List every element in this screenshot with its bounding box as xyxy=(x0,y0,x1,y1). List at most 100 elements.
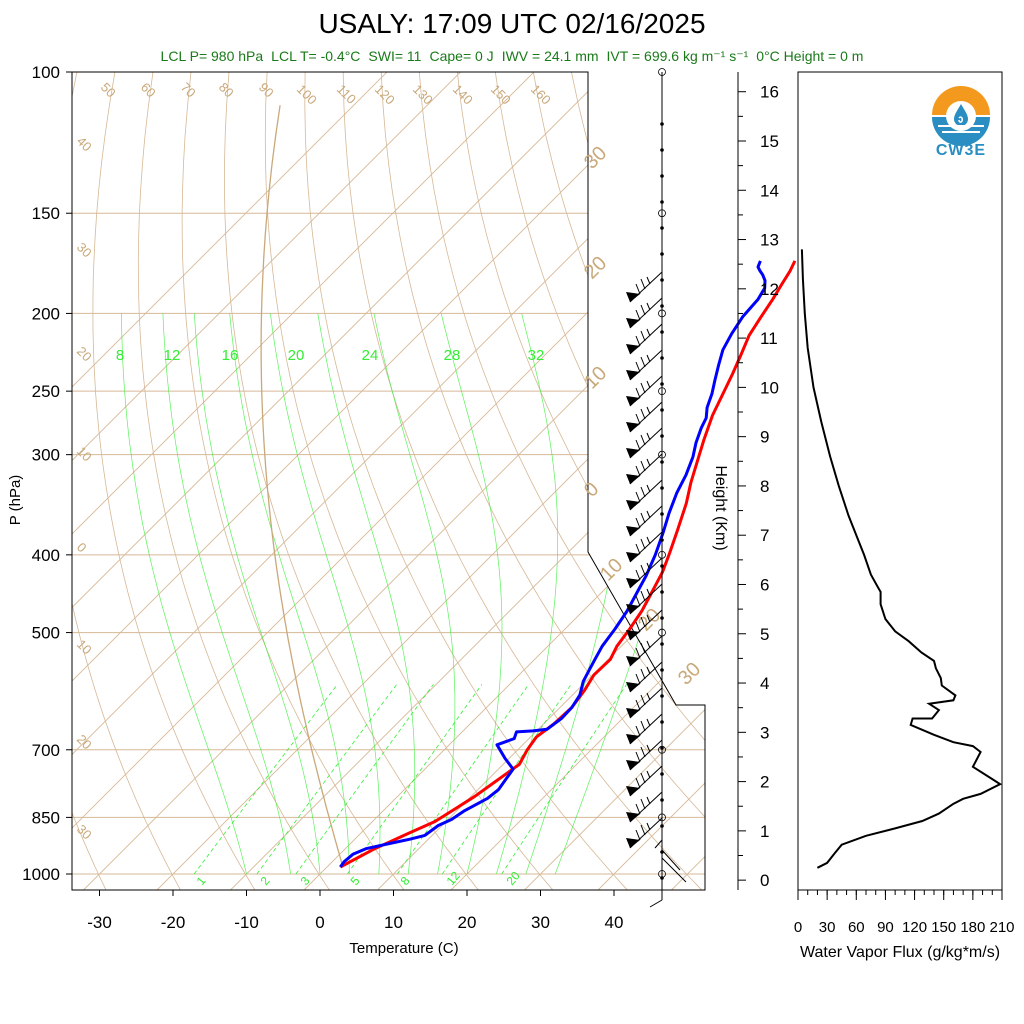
skew-label: 10 xyxy=(596,554,627,585)
x-tick-label: 0 xyxy=(315,913,324,932)
height-tick-label: 5 xyxy=(760,625,769,644)
isotherm-line xyxy=(72,72,498,890)
isotherm-line xyxy=(72,72,705,890)
wind-level-dot xyxy=(660,616,664,620)
wind-barb xyxy=(626,713,663,745)
isotherm-label: 40 xyxy=(74,134,95,155)
x-tick-label: 30 xyxy=(531,913,550,932)
isotherm-label: 60 xyxy=(138,80,159,101)
wind-barb xyxy=(626,297,663,329)
dry-adiabat xyxy=(418,72,705,890)
y-tick-label: 500 xyxy=(32,624,60,643)
moist-adiabat xyxy=(440,313,503,875)
stat-item: IVT = 699.6 kg m⁻¹ s⁻¹ xyxy=(606,48,749,64)
wind-barb xyxy=(626,635,663,667)
wind-level-dot xyxy=(660,330,664,334)
mixing-ratio-label: 24 xyxy=(362,347,379,364)
moist-adiabat xyxy=(373,313,456,875)
mixing-ratio-label: 12 xyxy=(164,347,181,364)
isotherm-line xyxy=(72,72,572,890)
x-tick-label: -10 xyxy=(234,913,259,932)
mixing-ratio-label: 20 xyxy=(288,347,305,364)
isotherm-label: 140 xyxy=(450,82,476,108)
mixing-ratio-label: 16 xyxy=(222,347,239,364)
isotherm-label: 110 xyxy=(334,82,359,107)
wind-barb xyxy=(626,609,663,641)
wind-barb xyxy=(626,531,663,563)
wind-level-dot xyxy=(660,252,664,256)
moist-adiabat xyxy=(525,313,625,875)
y-tick-label: 850 xyxy=(32,808,60,827)
y-tick-label: 100 xyxy=(32,63,60,82)
x-tick-label: 10 xyxy=(384,913,403,932)
wind-level-dot xyxy=(660,486,664,490)
height-tick-label: 12 xyxy=(760,280,779,299)
wind-level-dot xyxy=(660,174,664,178)
isotherm-label: 80 xyxy=(216,80,237,101)
wind-level-dot xyxy=(660,564,664,568)
y-tick-label: 150 xyxy=(32,204,60,223)
dry-adiabat xyxy=(914,72,1024,891)
sounding-stats: LCL P= 980 hPa LCL T= -0.4°C SWI= 11 Cape= … xyxy=(0,48,1024,65)
wind-level-dot xyxy=(660,642,664,646)
wind-barb xyxy=(626,271,663,303)
wind-barb xyxy=(626,323,663,355)
isotherm-label: 10 xyxy=(74,444,95,465)
height-tick-label: 3 xyxy=(760,723,769,742)
skew-label: 20 xyxy=(580,252,611,283)
wind-level-dot xyxy=(660,876,664,880)
wind-level-dot xyxy=(660,824,664,828)
wind-barb xyxy=(626,505,663,537)
isotherm-label: 150 xyxy=(488,82,514,108)
moist-adiabat xyxy=(317,313,416,875)
height-tick-label: 10 xyxy=(760,378,779,397)
mixing-ratio-label: 8 xyxy=(398,874,413,888)
dry-adiabat xyxy=(647,72,705,890)
skew-label: 30 xyxy=(674,658,705,689)
dry-adiabat xyxy=(181,72,405,890)
height-tick-label: 9 xyxy=(760,428,769,447)
height-tick-label: 15 xyxy=(760,132,779,151)
height-tick-label: 6 xyxy=(760,575,769,594)
wind-level-dot xyxy=(660,434,664,438)
isotherm-label: 160 xyxy=(528,82,554,108)
height-axis-label: Height (Km) xyxy=(712,465,729,550)
height-tick-label: 14 xyxy=(760,181,779,200)
wvf-axis-label: Water Vapor Flux (g/kg*m/s) xyxy=(800,944,1000,961)
mixing-ratio-label: 3 xyxy=(298,874,313,888)
stat-item: IWV = 24.1 mm xyxy=(501,48,599,64)
y-tick-label: 200 xyxy=(32,304,60,323)
isotherm-line xyxy=(376,72,705,890)
wind-level-dot xyxy=(660,200,664,204)
wind-level-dot xyxy=(660,746,664,750)
stat-item: SWI= 11 xyxy=(368,48,422,64)
wind-level-dot xyxy=(660,590,664,594)
isotherm-line xyxy=(523,72,705,890)
isotherm-label: 30 xyxy=(74,240,95,261)
temperature-line xyxy=(339,260,797,869)
moist-adiabat xyxy=(229,313,350,875)
dry-adiabat xyxy=(223,72,480,890)
y-tick-label: 300 xyxy=(32,446,60,465)
mixing-ratio-label: 20 xyxy=(504,868,524,887)
wvf-tick-label: 90 xyxy=(877,919,894,936)
height-tick-label: 11 xyxy=(760,329,778,348)
dry-adiabat xyxy=(304,72,629,890)
wind-level-dot xyxy=(660,122,664,126)
dry-adiabat xyxy=(72,72,107,890)
wind-level-dot xyxy=(660,772,664,776)
wind-barb xyxy=(626,557,663,589)
x-tick-label: 20 xyxy=(458,913,477,932)
dry-adiabat xyxy=(137,72,331,890)
mixing-ratio-line xyxy=(256,684,398,875)
mixing-ratio-line xyxy=(295,684,434,875)
logo-text: CW3E xyxy=(935,142,987,159)
mixing-ratio-label: 2 xyxy=(258,874,273,888)
wind-level-circle xyxy=(658,68,666,76)
parcel-path xyxy=(260,105,344,868)
moist-adiabat xyxy=(193,313,321,875)
mixing-ratio-label: 1 xyxy=(194,874,209,888)
wind-barb xyxy=(626,453,663,485)
chart-title: USALY: 17:09 UTC 02/16/2025 xyxy=(318,8,706,39)
dry-adiabat xyxy=(762,72,1024,891)
